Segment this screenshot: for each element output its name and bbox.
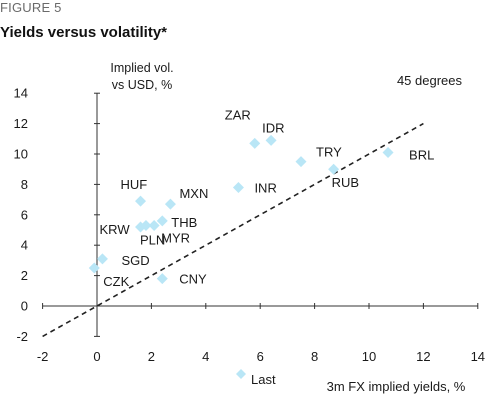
point-label-brl: BRL bbox=[409, 147, 434, 162]
x-axis-label: 3m FX implied yields, % bbox=[327, 379, 466, 394]
legend-label-last: Last bbox=[251, 372, 276, 387]
y-tick-label: 6 bbox=[21, 207, 28, 222]
point-zar bbox=[249, 137, 261, 149]
y-axis-label-line-2: vs USD, % bbox=[112, 78, 172, 92]
y-tick-label: 8 bbox=[21, 177, 28, 192]
point-myr bbox=[148, 219, 160, 231]
point-sgd bbox=[96, 253, 108, 265]
point-label-inr: INR bbox=[254, 180, 276, 195]
chart-title: Yields versus volatility* bbox=[0, 24, 168, 41]
reference-line bbox=[42, 122, 424, 338]
point-label-cny: CNY bbox=[179, 272, 207, 287]
x-tick-label: 2 bbox=[148, 349, 155, 364]
reference-line-label: 45 degrees bbox=[397, 73, 463, 88]
point-label-mxn: MXN bbox=[179, 186, 208, 201]
point-label-rub: RUB bbox=[332, 175, 359, 190]
point-label-pln: PLN bbox=[140, 232, 165, 247]
point-label-myr: MYR bbox=[161, 230, 190, 245]
point-brl bbox=[382, 146, 394, 158]
figure-label: FIGURE 5 bbox=[0, 0, 62, 15]
point-label-idr: IDR bbox=[262, 120, 284, 135]
y-tick-label: 0 bbox=[21, 299, 28, 314]
y-tick-label: 4 bbox=[21, 238, 28, 253]
point-cny bbox=[156, 273, 168, 285]
x-tick-label: 12 bbox=[416, 349, 430, 364]
x-tick-label: 8 bbox=[311, 349, 318, 364]
point-try bbox=[295, 156, 307, 168]
point-label-czk: CZK bbox=[103, 274, 129, 289]
axes: -2 0 2 4 6 8 10 12 14 -2 0 2 4 6 8 10 12 14 bbox=[14, 86, 486, 364]
y-tick-label: 10 bbox=[14, 147, 28, 162]
point-huf bbox=[135, 195, 147, 207]
y-tick-label: 12 bbox=[14, 116, 28, 131]
point-pln bbox=[140, 219, 152, 231]
y-tick-label: 2 bbox=[21, 268, 28, 283]
x-tick-label: 0 bbox=[93, 349, 100, 364]
y-axis-label-line-1: Implied vol. bbox=[110, 61, 173, 75]
point-inr bbox=[232, 181, 244, 193]
x-tick-label: 6 bbox=[257, 349, 264, 364]
point-rub bbox=[328, 163, 340, 175]
x-tick-label: 14 bbox=[471, 349, 485, 364]
point-label-krw: KRW bbox=[100, 222, 131, 237]
points-group bbox=[88, 134, 394, 285]
point-label-sgd: SGD bbox=[121, 253, 149, 268]
point-label-thb: THB bbox=[171, 215, 197, 230]
point-idr bbox=[265, 134, 277, 146]
point-czk bbox=[88, 262, 100, 274]
point-thb bbox=[156, 215, 168, 227]
point-label-huf: HUF bbox=[121, 177, 148, 192]
x-tick-label: 10 bbox=[362, 349, 376, 364]
y-tick-label: 14 bbox=[14, 86, 28, 101]
legend: Last bbox=[236, 369, 276, 387]
legend-marker bbox=[236, 369, 246, 379]
x-tick-label: -2 bbox=[37, 349, 49, 364]
point-label-try: TRY bbox=[316, 145, 342, 160]
point-mxn bbox=[164, 198, 176, 210]
y-tick-label: -2 bbox=[16, 329, 28, 344]
reference-line-group bbox=[42, 122, 424, 338]
x-tick-label: 4 bbox=[202, 349, 209, 364]
point-label-zar: ZAR bbox=[225, 107, 251, 122]
